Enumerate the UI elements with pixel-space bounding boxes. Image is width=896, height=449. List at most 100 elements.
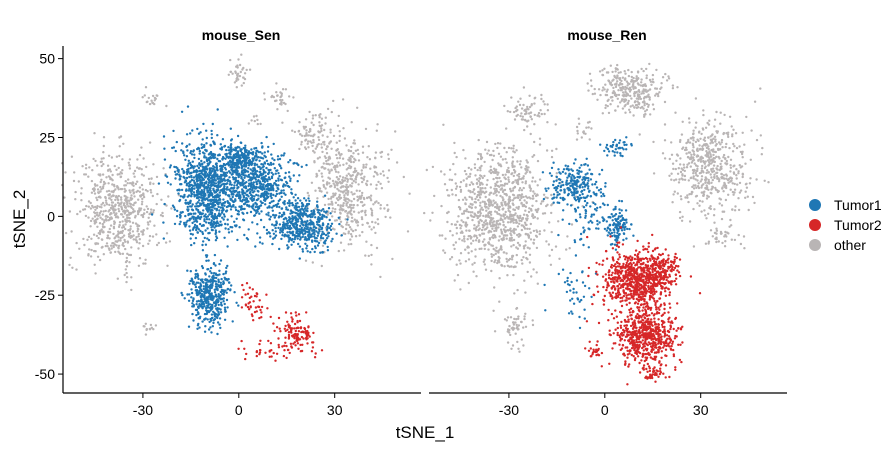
point-tumor1 <box>217 310 220 314</box>
point-tumor1 <box>211 209 214 212</box>
point-other <box>332 166 336 169</box>
point-other <box>101 173 105 176</box>
point-other <box>467 210 470 214</box>
point-tumor1 <box>225 162 228 166</box>
point-tumor1 <box>270 171 273 174</box>
point-other <box>488 170 491 173</box>
point-other <box>334 208 337 211</box>
point-other <box>166 264 169 267</box>
point-other <box>363 203 366 206</box>
point-other <box>117 244 121 247</box>
point-tumor1 <box>240 177 243 180</box>
point-tumor1 <box>205 136 208 140</box>
point-tumor1 <box>215 188 218 192</box>
point-tumor1 <box>229 171 232 174</box>
point-other <box>324 116 327 119</box>
point-tumor1 <box>280 215 283 218</box>
point-tumor1 <box>242 152 246 156</box>
point-other <box>128 164 131 167</box>
point-tumor1 <box>255 198 258 202</box>
point-tumor1 <box>209 266 213 270</box>
point-other <box>509 227 512 230</box>
point-tumor2 <box>284 336 287 339</box>
point-tumor1 <box>268 163 271 166</box>
point-other <box>107 182 110 185</box>
point-other <box>126 252 129 255</box>
point-tumor1 <box>224 289 227 292</box>
point-tumor1 <box>195 228 198 232</box>
point-tumor1 <box>257 206 260 209</box>
point-tumor1 <box>210 307 214 310</box>
point-tumor1 <box>304 199 308 202</box>
point-tumor1 <box>254 178 257 181</box>
point-tumor1 <box>233 162 236 165</box>
point-tumor2 <box>299 326 303 329</box>
point-other <box>334 192 337 195</box>
point-other <box>484 268 488 271</box>
point-tumor1 <box>222 272 225 276</box>
point-tumor1 <box>203 188 206 192</box>
point-other <box>345 162 348 165</box>
point-other <box>501 173 505 177</box>
point-tumor1 <box>226 264 229 268</box>
point-tumor1 <box>213 226 216 229</box>
point-tumor1 <box>254 205 257 209</box>
point-tumor1 <box>259 200 262 203</box>
point-other <box>338 164 342 167</box>
point-other <box>311 114 315 117</box>
point-tumor1 <box>188 217 191 221</box>
point-other <box>342 249 346 252</box>
point-tumor1 <box>197 215 200 219</box>
point-tumor1 <box>203 236 206 240</box>
point-other <box>139 194 142 197</box>
point-other <box>310 181 314 184</box>
point-tumor1 <box>249 191 252 195</box>
point-tumor1 <box>283 152 286 155</box>
point-other <box>503 201 506 204</box>
point-tumor1 <box>208 275 211 278</box>
point-other <box>93 183 97 186</box>
point-tumor1 <box>202 300 205 304</box>
points-layer-mouse-sen <box>61 53 411 362</box>
point-other <box>316 143 319 147</box>
point-tumor1 <box>313 250 316 254</box>
point-tumor1 <box>309 226 312 229</box>
point-other <box>479 193 482 196</box>
point-other <box>236 72 240 76</box>
point-other <box>499 228 503 231</box>
point-tumor1 <box>267 176 271 179</box>
point-other <box>484 195 487 199</box>
point-tumor1 <box>213 313 216 316</box>
point-tumor1 <box>176 173 179 176</box>
point-tumor1 <box>326 227 329 230</box>
point-other <box>331 210 334 213</box>
point-tumor1 <box>288 216 291 219</box>
point-other <box>364 127 368 131</box>
point-other <box>70 230 73 233</box>
point-other <box>129 227 132 231</box>
point-other <box>99 180 102 184</box>
point-other <box>151 94 155 98</box>
point-other <box>322 162 325 165</box>
point-tumor1 <box>259 185 262 189</box>
point-tumor1 <box>219 290 222 294</box>
point-other <box>245 68 248 72</box>
point-tumor1 <box>177 192 180 195</box>
point-tumor2 <box>248 301 252 304</box>
point-tumor1 <box>294 193 297 196</box>
point-tumor2 <box>260 316 263 319</box>
point-other <box>149 191 153 194</box>
point-other <box>276 108 279 111</box>
point-other <box>479 201 482 204</box>
point-other <box>106 236 109 240</box>
point-tumor1 <box>274 179 278 183</box>
point-other <box>124 247 127 251</box>
point-other <box>402 175 405 179</box>
point-tumor1 <box>277 179 280 182</box>
point-tumor1 <box>213 142 216 146</box>
point-other <box>358 234 361 237</box>
point-tumor1 <box>214 294 218 298</box>
point-other <box>119 237 122 240</box>
point-tumor2 <box>294 329 297 333</box>
point-other <box>528 247 531 250</box>
